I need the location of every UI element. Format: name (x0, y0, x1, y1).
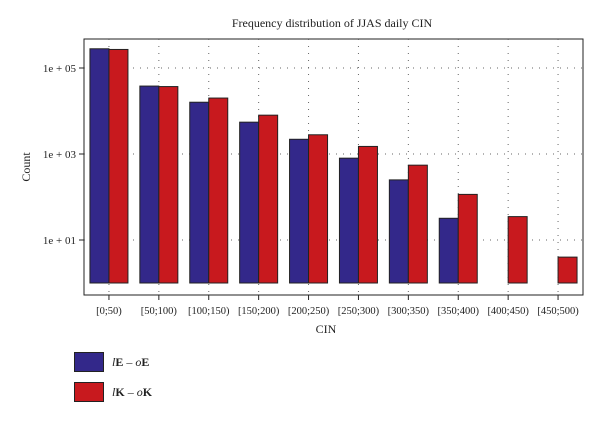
x-tick-label: [50;100) (141, 306, 178, 317)
x-axis-label: CIN (316, 322, 337, 336)
bar-series-1-4 (289, 138, 310, 284)
plot-area (83, 38, 584, 296)
bar-series-2-8 (507, 216, 528, 284)
bar-series-2-5 (357, 145, 378, 284)
bar-series-1-5 (338, 157, 359, 284)
x-tick-label: [450;500) (537, 306, 579, 317)
x-tick-label: [350;400) (438, 306, 480, 317)
x-tick-label: [200;250) (288, 306, 330, 317)
x-tick-label: [250;300) (338, 306, 380, 317)
x-tick-label: [150;200) (238, 306, 280, 317)
y-tick-label: 1e + 01 (43, 235, 76, 247)
bar-series-2-6 (407, 164, 428, 284)
legend-item-series-2: lK – oK (74, 382, 294, 404)
x-tick-label: [300;350) (388, 306, 430, 317)
bar-series-2-9 (557, 256, 578, 284)
legend-label-series-2: lK – oK (112, 385, 153, 399)
x-tick-label: [0;50) (96, 306, 122, 317)
bar-series-2-3 (258, 114, 279, 284)
legend-swatch-series-2 (74, 382, 104, 402)
bar-series-1-2 (189, 101, 210, 284)
legend-item-series-1: lE – oE (74, 352, 294, 374)
chart-title: Frequency distribution of JJAS daily CIN (232, 16, 433, 30)
bar-series-2-0 (108, 48, 129, 284)
y-axis-label: Count (19, 152, 33, 182)
bar-series-1-3 (239, 121, 260, 284)
x-axis-ticks: [0;50) [50;100) [100;150) [150;200) [200;250… (96, 295, 579, 317)
y-axis-ticks: 1e + 01 1e + 03 1e + 05 (43, 63, 84, 247)
bar-series-2-4 (308, 134, 329, 284)
bar-series-1-7 (438, 217, 459, 284)
bar-series-1-0 (89, 48, 110, 284)
bars (89, 48, 578, 284)
x-tick-label: [400;450) (487, 306, 529, 317)
bar-series-1-6 (388, 179, 409, 284)
legend-swatch-series-1 (74, 352, 104, 372)
y-tick-label: 1e + 03 (43, 149, 77, 161)
bar-series-2-1 (158, 86, 179, 284)
legend-label-series-1: lE – oE (112, 355, 150, 369)
y-tick-label: 1e + 05 (43, 63, 77, 75)
bar-series-2-2 (208, 97, 229, 284)
bar-series-1-1 (139, 85, 160, 284)
bar-series-2-7 (457, 193, 478, 284)
x-tick-label: [100;150) (188, 306, 230, 317)
